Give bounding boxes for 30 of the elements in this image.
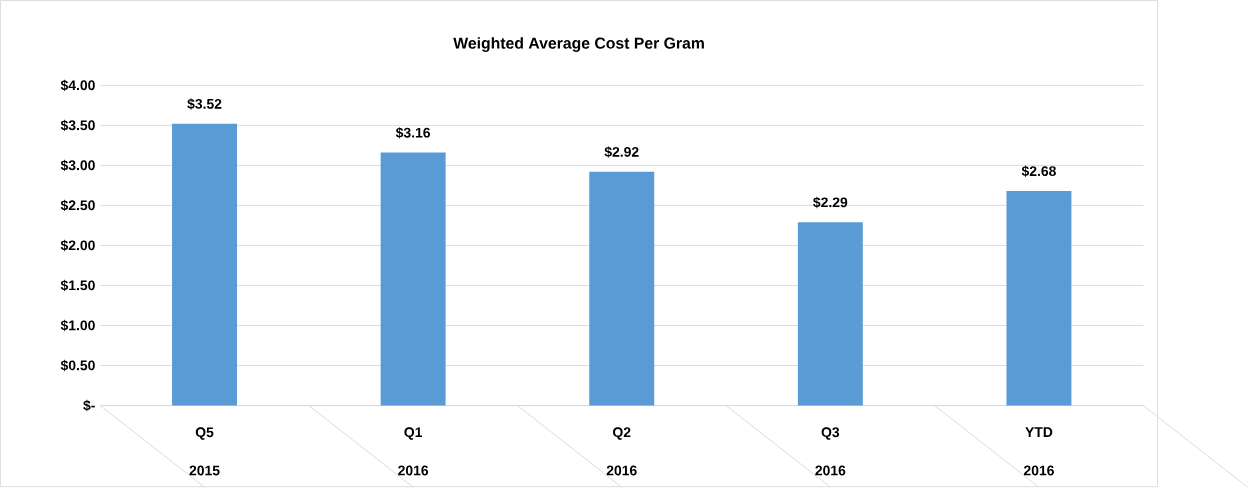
x-tick-label: Q3 — [821, 427, 840, 440]
text: 2016 — [606, 465, 637, 476]
y-tick-label: $4.00 — [60, 79, 95, 92]
y-tick-label: $1.50 — [60, 279, 95, 292]
bar — [797, 222, 863, 406]
chart-title: Weighted Average Cost Per Gram — [453, 37, 704, 53]
y-tick-label: $1.00 — [60, 319, 95, 332]
y-tick-label: $3.00 — [60, 159, 95, 172]
bar — [172, 123, 238, 406]
x-tick-label: Q5 — [195, 427, 214, 440]
data-label: $2.92 — [604, 146, 639, 158]
data-label: $2.29 — [813, 196, 848, 209]
y-tick-label: $2.00 — [60, 239, 95, 252]
y-tick-label: $0.50 — [60, 360, 95, 372]
x-tick-label: YTD — [1025, 427, 1053, 438]
text: 2016 — [1023, 465, 1054, 476]
data-label: $3.16 — [395, 127, 431, 139]
x-tick-label: Q2 — [613, 427, 631, 440]
text: 2015 — [189, 465, 220, 476]
bar — [380, 152, 446, 406]
y-tick-label: $2.50 — [60, 199, 95, 212]
text: 2016 — [815, 465, 846, 476]
x-tick-label: Q1 — [404, 427, 423, 440]
data-label: $3.52 — [187, 98, 222, 110]
data-label: $2.68 — [1021, 165, 1056, 178]
bar — [589, 171, 655, 406]
text: 2016 — [398, 465, 429, 476]
bar — [1006, 191, 1072, 406]
y-tick-label: $- — [83, 400, 95, 412]
y-tick-label: $3.50 — [60, 119, 95, 132]
